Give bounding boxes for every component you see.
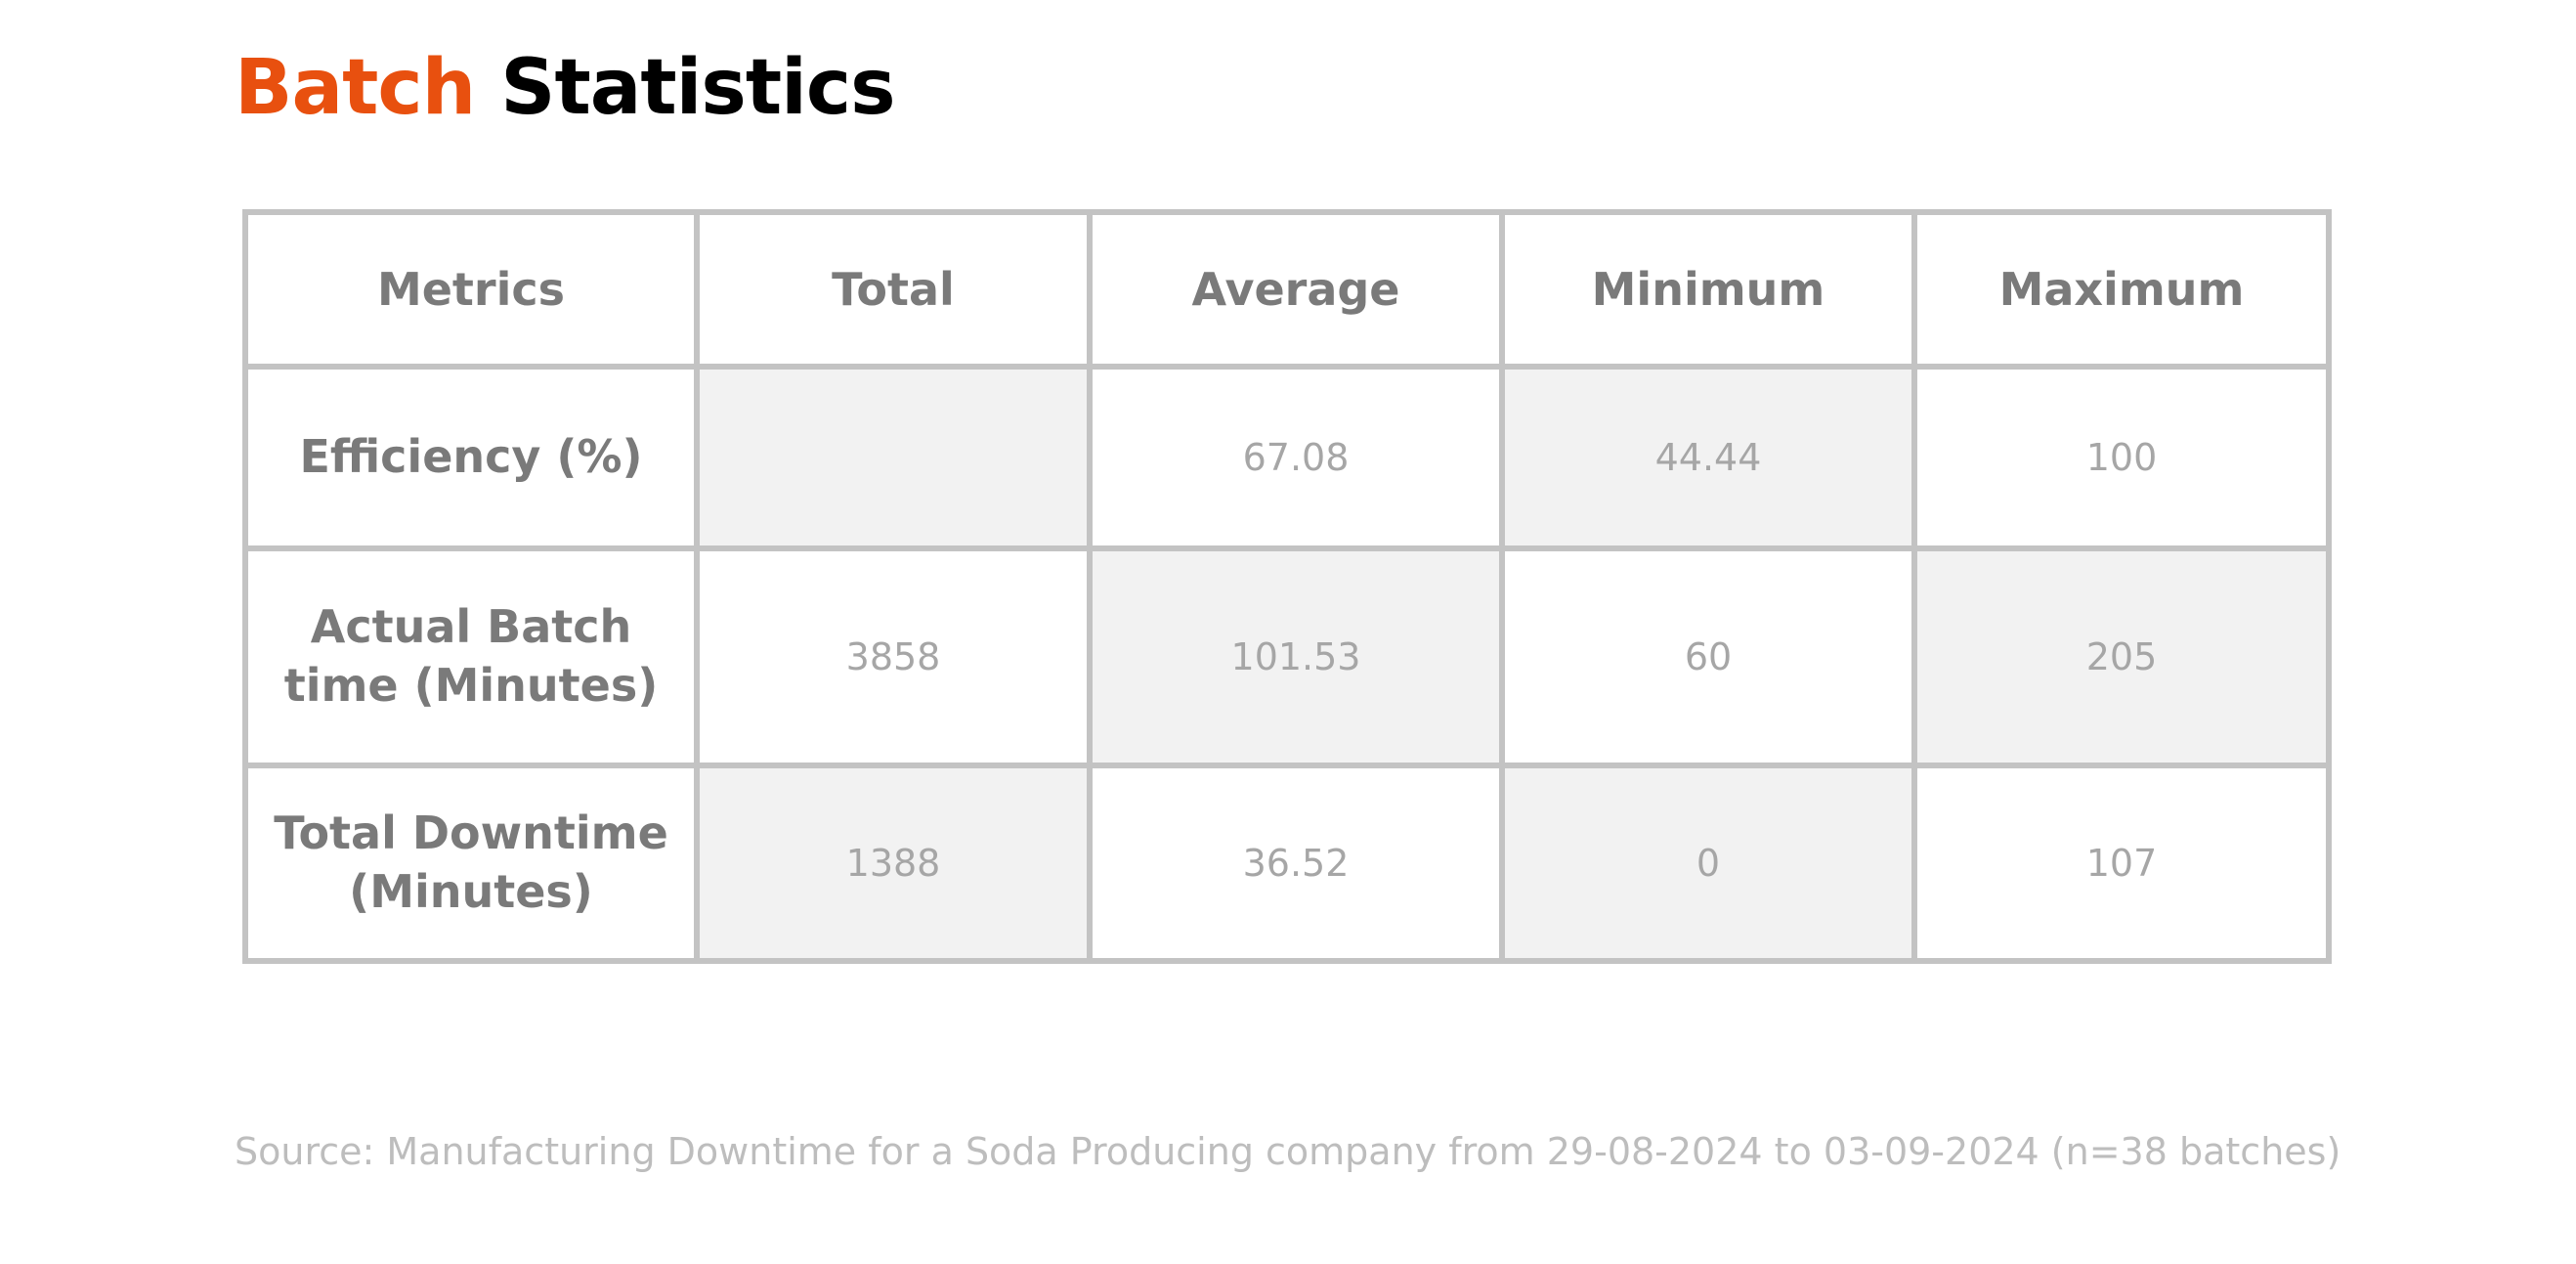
- cell-minimum: 60: [1499, 545, 1917, 768]
- header-metrics: Metrics: [242, 209, 700, 370]
- table-row: Total Downtime (Minutes) 1388 36.52 0 10…: [242, 763, 2332, 964]
- header-maximum: Maximum: [1911, 209, 2332, 370]
- header-average: Average: [1087, 209, 1505, 370]
- header-total: Total: [694, 209, 1093, 370]
- table-row: Actual Batch time (Minutes) 3858 101.53 …: [242, 545, 2332, 768]
- cell-total: [694, 364, 1093, 551]
- cell-average: 36.52: [1087, 763, 1505, 964]
- table-header-row: Metrics Total Average Minimum Maximum: [242, 209, 2332, 370]
- cell-total: 1388: [694, 763, 1093, 964]
- cell-minimum: 0: [1499, 763, 1917, 964]
- cell-minimum: 44.44: [1499, 364, 1917, 551]
- cell-average: 67.08: [1087, 364, 1505, 551]
- row-metric-label: Total Downtime (Minutes): [242, 763, 700, 964]
- source-note: Source: Manufacturing Downtime for a Sod…: [235, 1130, 2341, 1173]
- cell-maximum: 205: [1911, 545, 2332, 768]
- cell-total: 3858: [694, 545, 1093, 768]
- header-minimum: Minimum: [1499, 209, 1917, 370]
- title-accent-word: Batch: [235, 44, 476, 132]
- row-metric-label: Efficiency (%): [242, 364, 700, 551]
- table-row: Efficiency (%) 67.08 44.44 100: [242, 364, 2332, 551]
- row-metric-label: Actual Batch time (Minutes): [242, 545, 700, 768]
- cell-maximum: 100: [1911, 364, 2332, 551]
- batch-statistics-table: Metrics Total Average Minimum Maximum Ef…: [242, 209, 2332, 964]
- title-rest-word: Statistics: [500, 44, 895, 132]
- cell-maximum: 107: [1911, 763, 2332, 964]
- cell-average: 101.53: [1087, 545, 1505, 768]
- page-title: Batch Statistics: [235, 44, 896, 132]
